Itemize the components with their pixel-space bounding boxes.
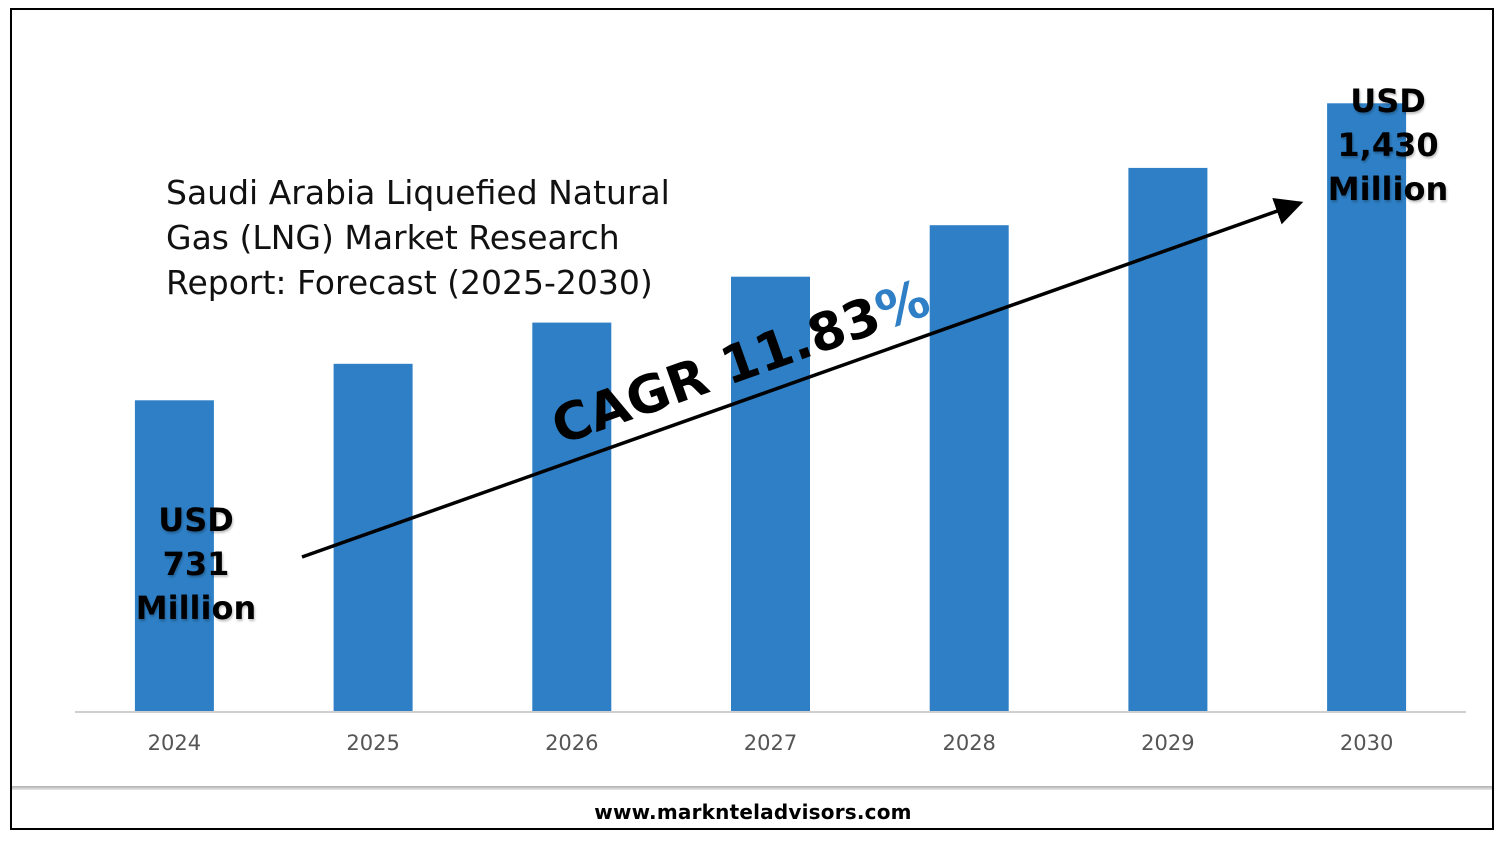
- bar-2025: [333, 363, 413, 711]
- chart-title-line-3: Report: Forecast (2025-2030): [166, 263, 653, 302]
- footer-divider: [12, 786, 1492, 790]
- start-value-currency: USD: [158, 501, 234, 539]
- bar-2030: [1327, 103, 1407, 712]
- start-value-number: 731: [162, 545, 230, 583]
- chart-frame: [10, 8, 1494, 830]
- end-value-unit: Million: [1327, 170, 1449, 208]
- x-tick-label-2027: 2027: [744, 731, 797, 755]
- footer-website[interactable]: www.marknteladvisors.com: [594, 800, 912, 824]
- end-value-number: 1,430: [1337, 126, 1439, 164]
- bar-2026: [532, 322, 612, 711]
- chart-title-line-1: Saudi Arabia Liquefied Natural: [166, 173, 670, 212]
- x-tick-label-2028: 2028: [942, 731, 995, 755]
- chart-title-line-2: Gas (LNG) Market Research: [166, 218, 620, 257]
- start-value-label: USD 731 Million: [118, 498, 274, 630]
- cagr-arrow: [301, 197, 1304, 559]
- x-tick-label-2025: 2025: [346, 731, 399, 755]
- bar-2027: [731, 276, 810, 711]
- end-value-currency: USD: [1350, 82, 1426, 120]
- chart-title: Saudi Arabia Liquefied Natural Gas (LNG)…: [166, 170, 726, 305]
- bar-2024: [134, 400, 214, 711]
- x-tick-label-2029: 2029: [1141, 731, 1194, 755]
- bar-2028: [929, 225, 1009, 711]
- x-tick-label-2030: 2030: [1340, 731, 1393, 755]
- end-value-label: USD 1,430 Million: [1308, 79, 1468, 211]
- x-tick-label-2024: 2024: [148, 731, 201, 755]
- x-tick-label-2026: 2026: [545, 731, 598, 755]
- start-value-unit: Million: [135, 589, 257, 627]
